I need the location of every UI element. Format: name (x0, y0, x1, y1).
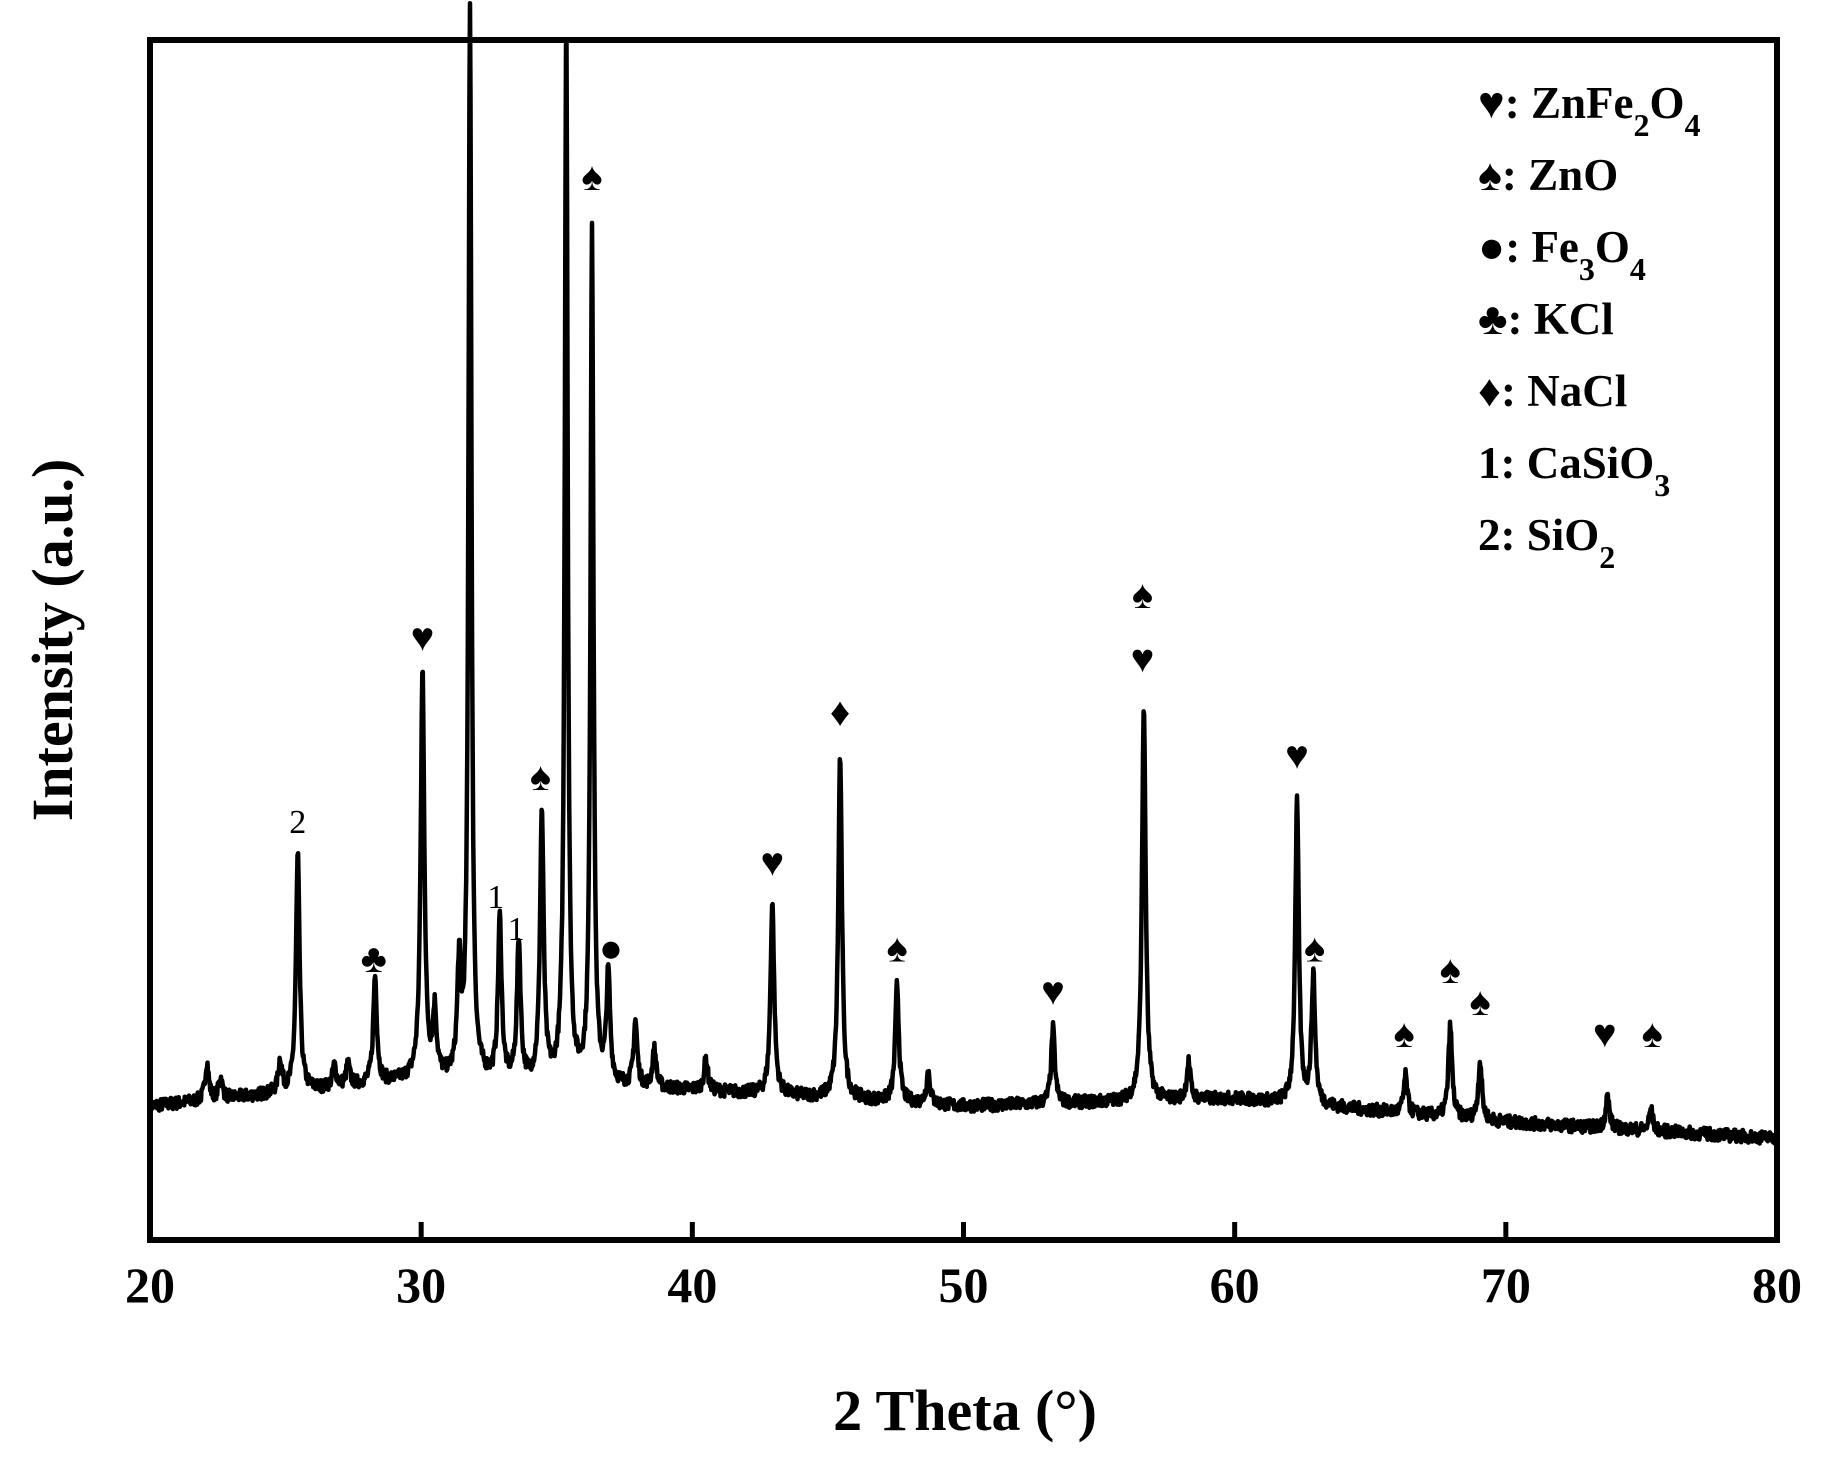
spade-marker: ♠ (1304, 925, 1325, 970)
circle-marker: ● (599, 925, 623, 970)
phase-number-label: 2 (289, 804, 306, 841)
spade-icon: ♠ (1478, 150, 1502, 200)
diamond-icon: ♦ (1478, 366, 1501, 416)
legend: ♥: ZnFe2O4 ♠: ZnO ●: Fe3O4 ♣: KCl ♦: NaCl 1: … (1478, 78, 1701, 575)
spade-marker: ♠ (581, 154, 602, 199)
axes: 20 30 40 50 60 70 80 (125, 37, 1802, 1313)
spade-marker: ♠ (530, 754, 551, 799)
heart-marker: ♥ (1041, 968, 1065, 1013)
spade-marker: ♠ (1440, 947, 1461, 992)
x-tick-label: 70 (1481, 1257, 1531, 1313)
y-axis-title: Intensity (a.u.) (20, 459, 85, 822)
x-tick-label: 60 (1210, 1257, 1260, 1313)
heart-icon: ♥ (1478, 78, 1505, 128)
spade-marker: ♠ (1642, 1011, 1663, 1056)
spade-marker: ♠ (1469, 979, 1490, 1024)
x-tick-label: 40 (667, 1257, 717, 1313)
legend-entry: ●: Fe3O4 (1478, 222, 1646, 287)
plot-layer (147, 0, 1780, 1147)
spade-marker: ♠ (1132, 572, 1153, 617)
x-axis-title: 2 Theta (°) (833, 1378, 1097, 1443)
heart-marker: ♥ (411, 615, 435, 660)
phase-number-label: 1 (487, 879, 504, 916)
heart-marker: ♥ (760, 840, 784, 885)
phase-number-label: 1 (508, 911, 525, 948)
x-tick-label: 20 (125, 1257, 175, 1313)
heart-marker: ♥ (1285, 733, 1309, 778)
legend-entry: ♥: ZnFe2O4 (1478, 78, 1701, 143)
x-tick-label: 30 (396, 1257, 446, 1313)
club-marker: ♣ (361, 936, 387, 981)
diamond-marker: ♦ (830, 690, 850, 735)
xrd-pattern-line (147, 0, 1780, 1147)
legend-entry: ♠: ZnO (1478, 150, 1618, 200)
spade-marker: ♠ (886, 925, 907, 970)
legend-entry: ♣: KCl (1478, 294, 1614, 344)
x-tick-label: 50 (939, 1257, 989, 1313)
plot-frame (147, 37, 1780, 1243)
legend-entry: ♦: NaCl (1478, 366, 1627, 416)
circle-icon: ● (1478, 222, 1505, 272)
club-icon: ♣ (1478, 294, 1508, 344)
peak-annotations: ♥♠●♥♠♠2♣11●♥♦♠♥♠♥♥♠♠♠♠♥♠ (289, 154, 1663, 1056)
legend-entry: 1: CaSiO3 (1478, 438, 1670, 503)
heart-marker: ♥ (1593, 1011, 1617, 1056)
heart-marker: ♥ (1131, 636, 1155, 681)
legend-entry: 2: SiO2 (1478, 510, 1615, 575)
spade-marker: ♠ (1394, 1011, 1415, 1056)
x-tick-label: 80 (1752, 1257, 1802, 1313)
